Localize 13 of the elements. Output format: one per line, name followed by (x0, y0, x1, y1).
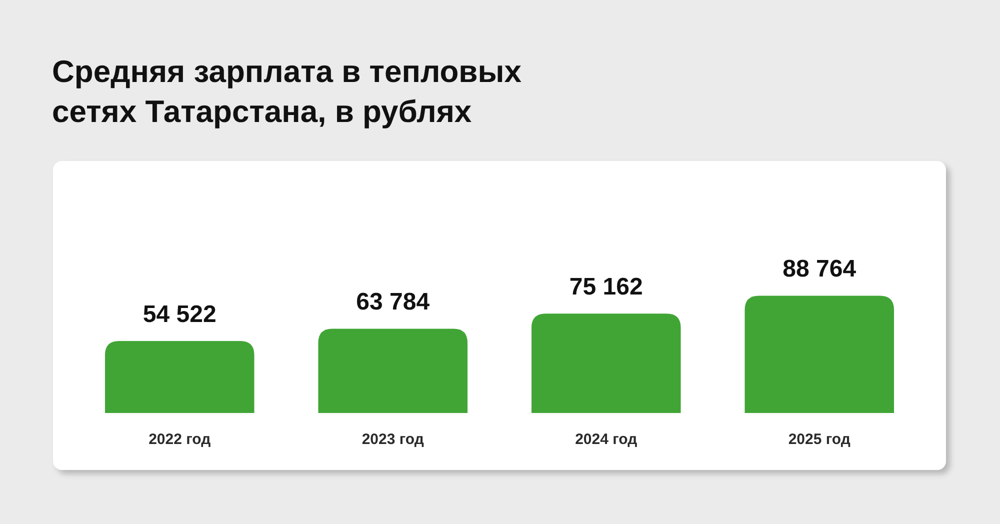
x-tick-label: 2025 год (788, 431, 851, 448)
bar (318, 328, 468, 413)
bar (744, 296, 894, 413)
data-label: 63 784 (356, 288, 430, 316)
data-label: 75 162 (569, 274, 643, 301)
x-tick-label: 2023 год (362, 431, 424, 448)
bar (104, 340, 254, 413)
x-tick-label: 2024 год (575, 431, 638, 448)
data-label: 54 522 (142, 300, 216, 328)
data-label: 88 764 (782, 256, 857, 283)
chart-title: Средняя зарплата в тепловых сетях Татарстана, в рублях (52, 54, 522, 129)
bar (531, 314, 681, 413)
x-tick-label: 2022 год (148, 431, 212, 448)
